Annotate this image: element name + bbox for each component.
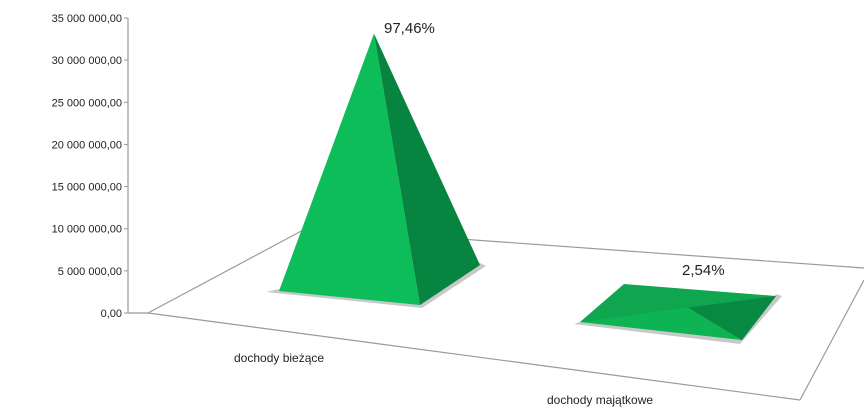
y-tick-label: 20 000 000,00	[52, 139, 122, 151]
pyramid-2-base-shadow	[574, 294, 782, 344]
y-axis-ticks: 0,00 5 000 000,00 10 000 000,00 15 000 000,…	[52, 13, 128, 320]
floor-left-edge	[147, 227, 308, 314]
y-tick-label: 30 000 000,00	[52, 55, 122, 67]
floor-front-edge	[147, 312, 801, 401]
pyramid-dochody-majatkowe	[574, 284, 782, 344]
pyramid-dochody-biezace	[266, 33, 486, 308]
y-tick-label: 10 000 000,00	[52, 224, 122, 236]
category-label-dochody-majatkowe: dochody majątkowe	[547, 393, 653, 407]
floor-right-edge	[799, 279, 864, 401]
data-label-dochody-majatkowe: 2,54%	[682, 262, 725, 279]
category-label-dochody-biezace: dochody bieżące	[234, 351, 324, 365]
y-tick-label: 25 000 000,00	[52, 97, 122, 109]
pyramid-1-front-face	[279, 33, 420, 305]
chart-frame	[127, 18, 864, 401]
pyramid-2-face-right	[688, 296, 776, 340]
y-tick-label: 15 000 000,00	[52, 182, 122, 194]
y-tick-label: 35 000 000,00	[52, 13, 122, 25]
y-tick-label: 5 000 000,00	[58, 266, 122, 278]
pyramid-1-side-face	[374, 33, 480, 305]
y-tick-label: 0,00	[101, 308, 122, 320]
data-label-dochody-biezace: 97,46%	[384, 20, 435, 37]
